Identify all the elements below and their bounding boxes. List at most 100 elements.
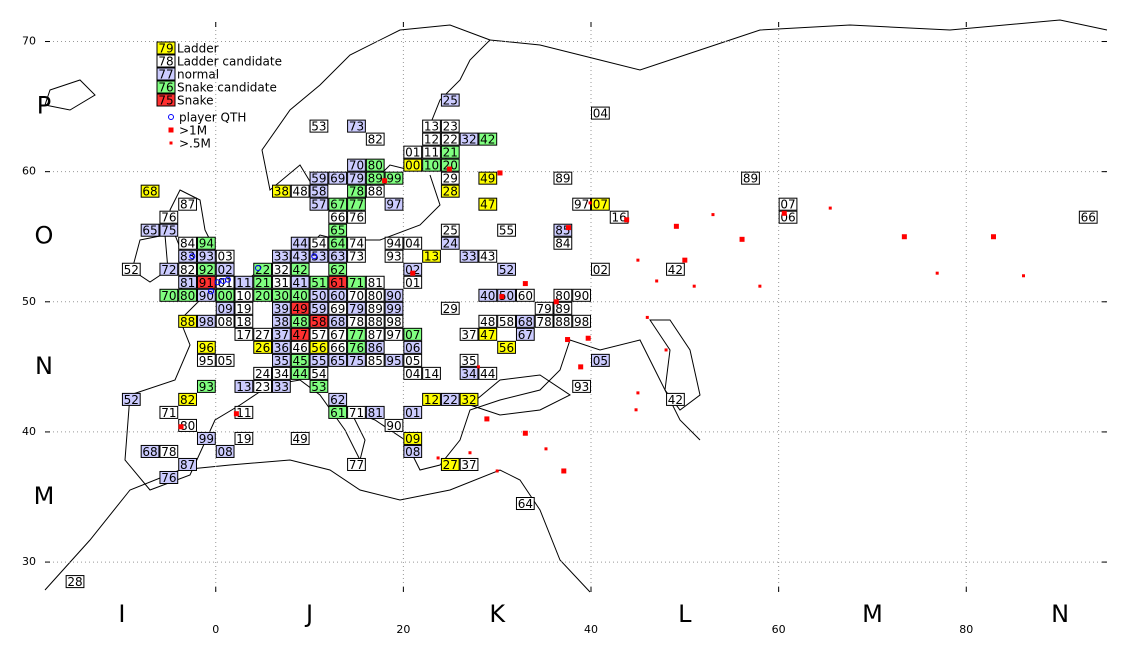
grid-square bbox=[272, 353, 291, 367]
square-label: 12 bbox=[424, 393, 439, 407]
grid-square bbox=[384, 314, 404, 328]
square-label: 34 bbox=[461, 367, 476, 381]
station-big bbox=[673, 223, 679, 229]
square-label: 52 bbox=[124, 263, 139, 277]
grid-square bbox=[440, 119, 460, 133]
grid-square bbox=[478, 171, 498, 185]
square-label: 02 bbox=[593, 263, 608, 277]
square-label: 02 bbox=[217, 263, 232, 277]
grid-square bbox=[478, 249, 498, 263]
square-label: 73 bbox=[349, 250, 364, 264]
square-label: 49 bbox=[480, 172, 495, 186]
square-label: 07 bbox=[405, 328, 420, 342]
grid-square bbox=[440, 457, 460, 471]
grid-square bbox=[159, 223, 179, 237]
square-label: 20 bbox=[255, 289, 270, 303]
square-label: 88 bbox=[555, 315, 570, 329]
square-label: 11 bbox=[424, 146, 439, 160]
y-tick-label: 70 bbox=[22, 35, 36, 48]
grid-square bbox=[309, 366, 329, 380]
grid-square bbox=[347, 314, 366, 328]
square-label: 70 bbox=[349, 159, 364, 173]
station-small bbox=[636, 391, 640, 395]
grid-square bbox=[309, 288, 329, 302]
grid-square bbox=[478, 197, 498, 211]
square-label: 00 bbox=[217, 289, 232, 303]
square-label: 91 bbox=[199, 276, 214, 290]
square-label: 88 bbox=[368, 315, 383, 329]
grid-square bbox=[159, 210, 179, 224]
square-label: 99 bbox=[199, 432, 214, 446]
square-label: 81 bbox=[368, 406, 383, 420]
grid-square bbox=[666, 392, 685, 406]
grid-square bbox=[215, 288, 235, 302]
grid-square bbox=[272, 340, 291, 354]
grid-square bbox=[140, 223, 160, 237]
y-tick-label: 30 bbox=[22, 555, 36, 568]
legend-label: Snake candidate bbox=[177, 81, 277, 95]
square-label: 82 bbox=[180, 263, 195, 277]
legend-sample: 77 bbox=[158, 68, 173, 82]
grid-square bbox=[253, 340, 273, 354]
legend-label: Ladder bbox=[177, 42, 219, 56]
square-label: 27 bbox=[255, 328, 270, 342]
grid-square bbox=[440, 184, 460, 198]
station-big bbox=[901, 234, 907, 240]
square-label: 29 bbox=[443, 172, 458, 186]
station-big bbox=[565, 337, 571, 343]
grid-square bbox=[140, 444, 160, 458]
square-label: 90 bbox=[386, 289, 401, 303]
square-label: 14 bbox=[424, 367, 439, 381]
grid-square bbox=[234, 379, 254, 393]
grid-square bbox=[328, 340, 348, 354]
y-tick-label: 60 bbox=[22, 165, 36, 178]
grid-square bbox=[403, 431, 423, 445]
square-label: 82 bbox=[180, 393, 195, 407]
grid-square bbox=[234, 275, 254, 289]
grid-square bbox=[403, 444, 423, 458]
square-label: 76 bbox=[349, 341, 364, 355]
grid-square bbox=[778, 197, 798, 211]
legend-label: player QTH bbox=[179, 111, 246, 125]
square-label: 49 bbox=[293, 432, 308, 446]
grid-square bbox=[347, 340, 366, 354]
square-label: 52 bbox=[124, 393, 139, 407]
station-small bbox=[636, 258, 640, 262]
square-label: 96 bbox=[199, 341, 214, 355]
grid-square bbox=[591, 353, 610, 367]
legend-swatch bbox=[156, 67, 176, 81]
grid-square bbox=[309, 171, 329, 185]
square-label: 83 bbox=[180, 250, 195, 264]
square-label: 87 bbox=[368, 328, 383, 342]
grid-square bbox=[309, 353, 329, 367]
grid-square bbox=[215, 301, 235, 315]
square-label: 37 bbox=[461, 458, 476, 472]
grid-square bbox=[328, 171, 348, 185]
square-label: 19 bbox=[236, 302, 251, 316]
grid-square bbox=[422, 119, 441, 133]
square-label: 09 bbox=[217, 302, 232, 316]
square-label: 94 bbox=[386, 237, 401, 251]
square-label: 34 bbox=[274, 367, 289, 381]
x-tick-label: 40 bbox=[584, 623, 598, 636]
square-label: 74 bbox=[349, 237, 364, 251]
square-label: 61 bbox=[330, 406, 345, 420]
station-small bbox=[828, 206, 832, 210]
grid-square bbox=[497, 340, 516, 354]
square-label: 54 bbox=[311, 367, 326, 381]
square-label: 11 bbox=[236, 276, 251, 290]
grid-square bbox=[440, 223, 460, 237]
square-label: 98 bbox=[386, 315, 401, 329]
station-big bbox=[522, 281, 528, 287]
grid-square bbox=[440, 236, 460, 250]
square-label: 89 bbox=[368, 172, 383, 186]
square-label: 19 bbox=[236, 432, 251, 446]
grid-square bbox=[178, 457, 197, 471]
square-label: 41 bbox=[293, 276, 308, 290]
square-label: 13 bbox=[236, 380, 251, 394]
grid-square bbox=[178, 236, 197, 250]
station-small bbox=[645, 315, 649, 319]
grid-square bbox=[290, 327, 310, 341]
grid-square bbox=[609, 210, 629, 224]
